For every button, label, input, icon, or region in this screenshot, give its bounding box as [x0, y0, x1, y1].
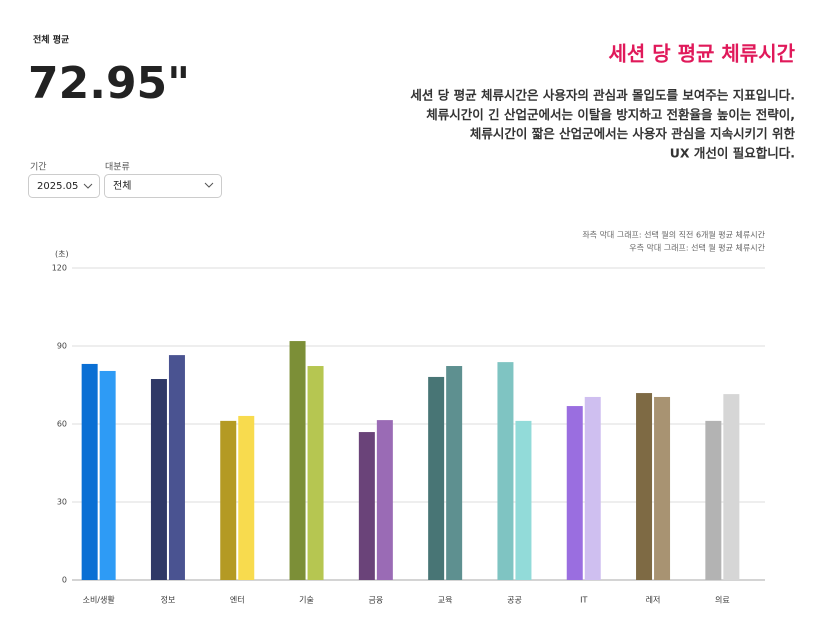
y-tick-label: 120: [52, 264, 67, 273]
x-tick-label: IT: [580, 596, 587, 605]
chart-note: 좌측 막대 그래프: 선택 월의 직전 6개월 평균 체류시간: [582, 230, 765, 240]
x-tick-label: 정보: [161, 595, 176, 605]
bar: [497, 362, 514, 580]
x-tick-label: 소비/생활: [83, 595, 116, 605]
y-tick-label: 60: [57, 420, 67, 429]
filter-label: 기간: [30, 162, 47, 173]
bar: [358, 432, 375, 580]
bar: [307, 366, 324, 580]
bar: [376, 420, 393, 580]
x-tick-label: 공공: [507, 596, 522, 605]
bar: [99, 370, 116, 580]
bar: [289, 341, 306, 580]
bar: [428, 376, 445, 580]
x-tick-label: 레저: [646, 596, 661, 605]
filter-value: 전체: [113, 180, 131, 192]
chart-note: 우측 막대 그래프: 선택 월 평균 체류시간: [629, 243, 765, 253]
bar: [150, 379, 167, 580]
title: 세션 당 평균 체류시간: [609, 42, 796, 66]
x-tick-label: 교육: [438, 596, 453, 605]
bar: [446, 366, 463, 580]
chevron: [83, 183, 93, 189]
x-tick-label: 기술: [299, 595, 314, 605]
x-tick-label: 엔터: [230, 595, 245, 605]
bar: [81, 363, 98, 580]
avg-value: 72.95": [28, 58, 190, 109]
y-axis-label: (초): [55, 250, 69, 259]
period-select[interactable]: [28, 174, 100, 198]
avg-label: 전체 평균: [33, 34, 70, 46]
bar: [705, 420, 722, 580]
chevron: [204, 182, 214, 188]
y-tick-label: 30: [57, 498, 67, 507]
filter-value: 2025.05: [37, 181, 78, 192]
description-line: UX 개선이 필요합니다.: [670, 145, 795, 160]
bar: [654, 396, 671, 580]
bar: [168, 355, 185, 580]
y-tick-label: 90: [57, 342, 67, 351]
bar: [515, 420, 532, 580]
bar: [636, 393, 653, 580]
description-line: 세션 당 평균 체류시간은 사용자의 관심과 몰입도를 보여주는 지표입니다.: [410, 88, 795, 103]
bar: [220, 420, 237, 580]
description-line: 체류시간이 긴 산업군에서는 이탈을 방지하고 전환율을 높이는 전략이,: [426, 107, 795, 122]
category-select[interactable]: [104, 174, 222, 198]
description: 세션 당 평균 체류시간은 사용자의 관심과 몰입도를 보여주는 지표입니다. 체…: [410, 88, 795, 161]
bar: [566, 406, 583, 580]
bar: [238, 415, 255, 580]
x-tick-label: 의료: [715, 595, 730, 605]
bar: [723, 394, 740, 580]
description-line: 체류시간이 짧은 산업군에서는 사용자 관심을 지속시키기 위한: [470, 126, 796, 141]
x-tick-label: 금융: [368, 596, 383, 605]
bar: [584, 396, 601, 580]
y-tick-label: 0: [62, 576, 67, 585]
filter-label: 대분류: [105, 162, 130, 173]
